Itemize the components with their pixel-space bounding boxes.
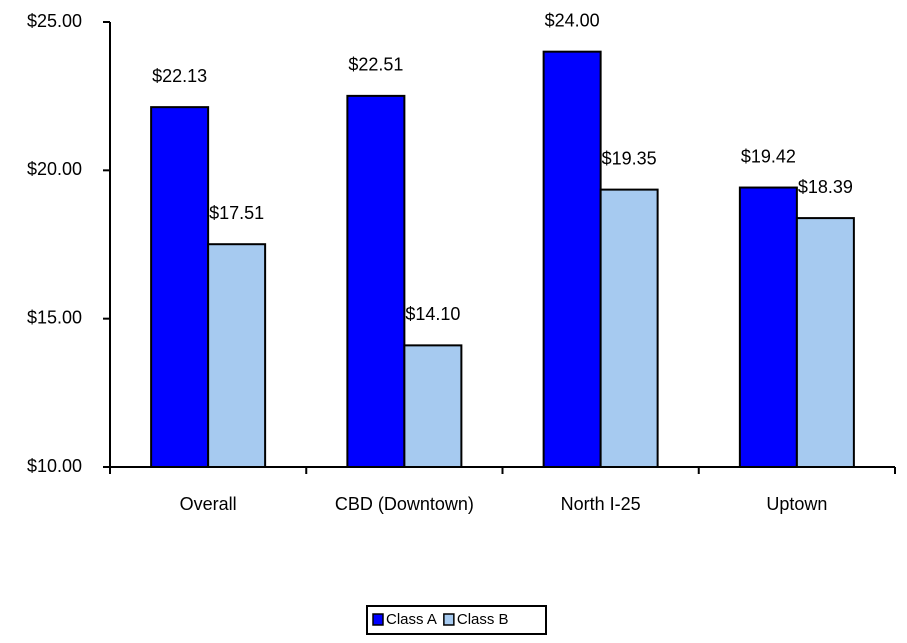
bar	[795, 217, 855, 468]
data-label: $19.35	[602, 148, 657, 168]
data-label: $19.42	[741, 146, 796, 166]
x-tick-label: Overall	[180, 494, 237, 514]
x-tick-label: Uptown	[766, 494, 827, 514]
bar	[207, 243, 267, 468]
legend-swatch	[372, 613, 384, 626]
legend-label: Class B	[457, 611, 509, 628]
bar	[346, 94, 406, 469]
bar	[738, 186, 798, 468]
legend-label: Class A	[386, 611, 437, 628]
bar	[150, 106, 210, 468]
y-tick-label: $20.00	[27, 159, 82, 179]
bar	[542, 50, 602, 469]
data-label: $22.13	[152, 66, 207, 86]
x-tick-label: North I-25	[561, 494, 641, 514]
bar	[599, 188, 659, 468]
data-label: $22.51	[348, 55, 403, 75]
data-label: $17.51	[209, 203, 264, 223]
data-label: $24.00	[545, 10, 600, 30]
y-tick-label: $25.00	[27, 11, 82, 31]
y-tick-label: $15.00	[27, 307, 82, 327]
y-tick-label: $10.00	[27, 456, 82, 476]
data-label: $14.10	[405, 304, 460, 324]
data-label: $18.39	[798, 177, 853, 197]
x-tick-label: CBD (Downtown)	[335, 494, 474, 514]
legend-box	[366, 605, 547, 635]
legend: Class A Class B	[366, 605, 547, 635]
legend-swatch	[443, 613, 455, 626]
bar	[403, 344, 463, 468]
